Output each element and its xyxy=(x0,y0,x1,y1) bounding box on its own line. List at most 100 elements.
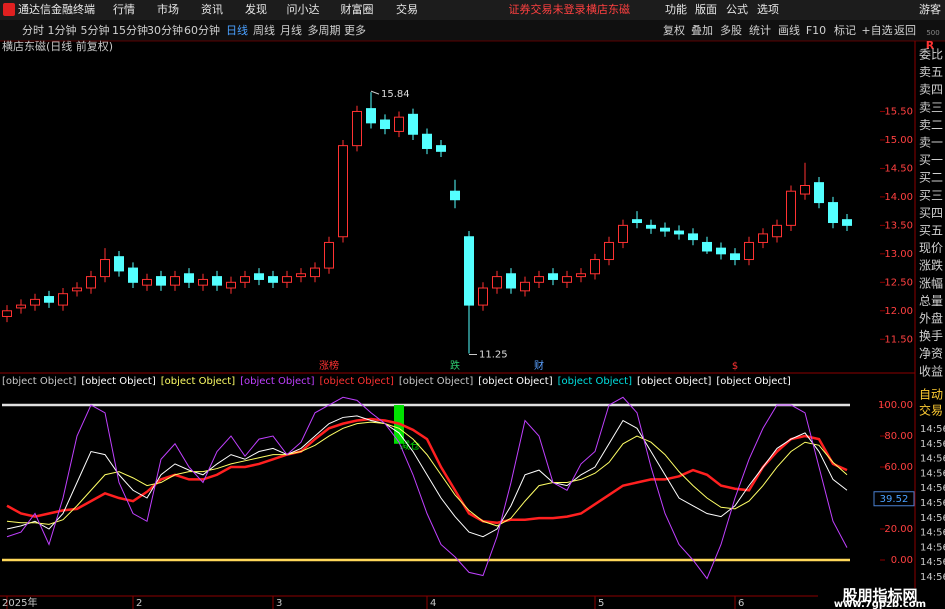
candle-body xyxy=(716,247,726,255)
period-button[interactable]: 日线 xyxy=(226,23,248,37)
period-button[interactable]: 月线 xyxy=(280,23,302,37)
candle-body xyxy=(366,108,376,124)
quote-label: 现价 xyxy=(919,241,943,255)
candle-body xyxy=(548,273,558,280)
event-marker: $ xyxy=(732,361,738,372)
toolbar-button[interactable]: +自选 xyxy=(861,24,892,37)
event-marker: 跌 xyxy=(450,359,460,372)
y-tick-label: 14.50 xyxy=(884,163,913,174)
candle-body xyxy=(576,273,586,278)
candle-body xyxy=(296,273,306,278)
quote-label: 换手 xyxy=(919,329,943,343)
quote-label: 总量 xyxy=(919,294,943,308)
quote-label: 涨幅 xyxy=(919,275,943,290)
menu-item[interactable]: 行情 xyxy=(113,3,135,16)
menu-item[interactable]: 问小达 xyxy=(287,3,320,16)
time: 14:56 xyxy=(920,483,945,494)
app-name: 通达信金融终端 xyxy=(18,2,95,16)
time: 14:56 xyxy=(920,528,945,539)
toolbar-button[interactable]: 画线 xyxy=(778,23,800,37)
candle-body xyxy=(464,236,474,306)
quote-label: 买五 xyxy=(919,224,943,238)
candle-body xyxy=(590,259,600,275)
indicator-header: [object Object] xyxy=(558,376,632,387)
quote-label: 外盘 xyxy=(919,311,943,326)
event-marker: 涨榜 xyxy=(319,359,339,372)
toolbar-button[interactable]: F10 xyxy=(806,24,826,37)
candle-body xyxy=(86,276,96,289)
candle-body xyxy=(646,224,656,229)
stock-title: 横店东磁(日线 前复权) xyxy=(2,39,113,53)
candle-body xyxy=(198,278,208,286)
candle-body xyxy=(44,296,54,303)
toolbar-button[interactable]: 统计 xyxy=(749,24,771,37)
period-button[interactable]: 多周期 xyxy=(308,23,341,37)
menu-item[interactable]: 公式 xyxy=(726,3,748,16)
menu-item[interactable]: 市场 xyxy=(157,2,179,16)
quote-label: 卖三 xyxy=(919,100,943,114)
candle-body xyxy=(744,241,754,261)
candle-body xyxy=(492,276,502,289)
period-button[interactable]: 60分钟 xyxy=(184,23,220,37)
auto-trade[interactable]: 交易 xyxy=(919,403,943,418)
candle-body xyxy=(114,256,124,272)
period-button[interactable]: 30分钟 xyxy=(147,23,183,37)
candle-body xyxy=(282,276,292,283)
toolbar-button[interactable]: 叠加 xyxy=(691,24,713,37)
x-tick-label: 2 xyxy=(136,598,142,609)
candle-body xyxy=(758,233,768,243)
cursor-label: 39.52 xyxy=(880,494,909,505)
indicator-line xyxy=(6,421,848,527)
candle-body xyxy=(2,310,12,317)
quote-top: R xyxy=(926,39,935,52)
period-button[interactable]: 1分钟 xyxy=(48,23,77,37)
period-button[interactable]: 周线 xyxy=(253,23,275,37)
x-tick-label: 4 xyxy=(430,598,436,609)
toolbar-button[interactable]: 多股 xyxy=(720,23,742,37)
candle-body xyxy=(674,230,684,235)
menu-item[interactable]: 资讯 xyxy=(201,3,223,16)
quote-label: 卖五 xyxy=(919,65,943,79)
auto-trade[interactable]: 自动 xyxy=(919,388,943,402)
menu-item[interactable]: 版面 xyxy=(695,2,717,16)
candle-body xyxy=(604,241,614,261)
y-tick-label: 13.00 xyxy=(884,249,913,260)
candle-body xyxy=(842,219,852,226)
quote-label: 买三 xyxy=(919,188,943,202)
user[interactable]: 游客 xyxy=(919,2,941,16)
candle-body xyxy=(618,224,628,243)
menu-item[interactable]: 财富圈 xyxy=(341,2,374,16)
candle-body xyxy=(268,276,278,283)
menu-item[interactable]: 交易 xyxy=(396,2,418,16)
time: 14:56 xyxy=(920,557,945,568)
login-status[interactable]: 证券交易未登录 xyxy=(509,2,586,16)
y-tick-label: 80.00 xyxy=(884,431,913,442)
menu-item[interactable]: 功能 xyxy=(665,2,687,16)
quote-label: 委比 xyxy=(919,48,943,62)
candle-body xyxy=(772,224,782,238)
indicator-header: [object Object] xyxy=(637,376,711,387)
period-button[interactable]: 更多 xyxy=(344,23,366,37)
menu-stock[interactable]: 横店东磁 xyxy=(586,2,630,16)
annotation: 11.25 xyxy=(479,349,508,360)
menu-item[interactable]: 选项 xyxy=(757,3,779,16)
toolbar-button[interactable]: 返回 xyxy=(894,24,916,37)
toolbar-button[interactable]: 标记 xyxy=(834,23,856,37)
menu-item[interactable]: 发现 xyxy=(245,2,267,16)
candle-body xyxy=(100,259,110,278)
y-tick-label: 12.50 xyxy=(884,277,913,288)
signal-label: 减仓 xyxy=(400,439,420,452)
candle-body xyxy=(562,276,572,283)
period-button[interactable]: 15分钟 xyxy=(112,23,148,37)
watermark-url: www.7gpzb.com xyxy=(834,599,926,609)
candle-body xyxy=(632,219,642,224)
period-button[interactable]: 5分钟 xyxy=(81,23,110,37)
toolbar-button[interactable]: 复权 xyxy=(663,23,685,37)
quote-label: 卖一 xyxy=(919,136,943,150)
annotation-arrow xyxy=(370,90,380,95)
indicator-header: [object Object] xyxy=(399,376,473,387)
candle-body xyxy=(800,185,810,195)
period-button[interactable]: 分时 xyxy=(22,24,44,37)
quote-label: 净资 xyxy=(919,347,943,361)
